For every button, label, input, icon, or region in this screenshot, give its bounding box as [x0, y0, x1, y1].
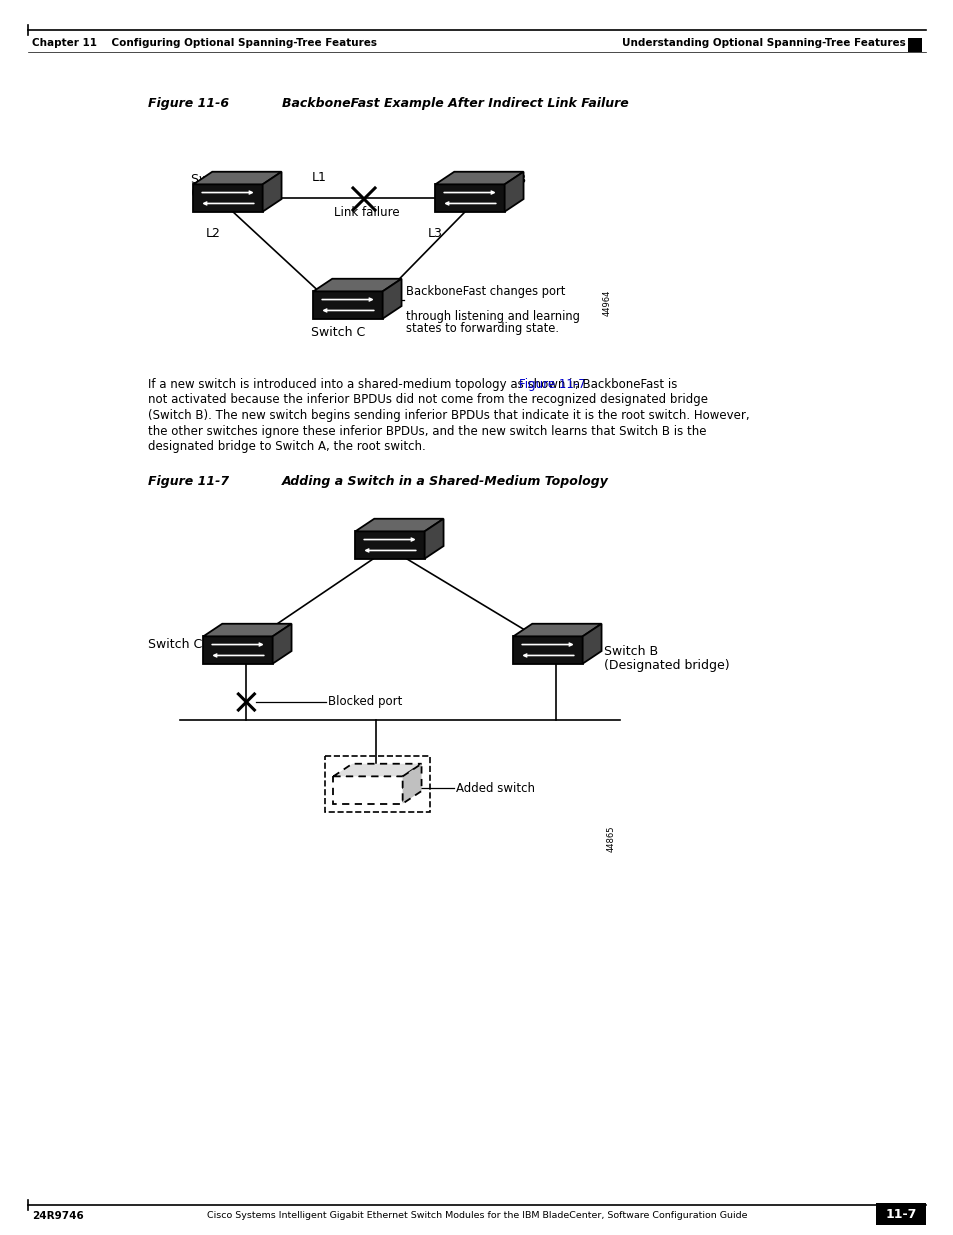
- Text: L2: L2: [206, 227, 221, 240]
- Polygon shape: [513, 636, 582, 663]
- Polygon shape: [273, 624, 292, 663]
- Text: Switch C: Switch C: [148, 638, 202, 652]
- Polygon shape: [193, 172, 281, 184]
- Text: (Switch B). The new switch begins sending inferior BPDUs that indicate it is the: (Switch B). The new switch begins sendin…: [148, 409, 749, 422]
- Text: BackboneFast changes port: BackboneFast changes port: [405, 285, 564, 298]
- Polygon shape: [382, 279, 401, 319]
- Text: Understanding Optional Spanning-Tree Features: Understanding Optional Spanning-Tree Fea…: [621, 38, 905, 48]
- Text: Cisco Systems Intelligent Gigabit Ethernet Switch Modules for the IBM BladeCente: Cisco Systems Intelligent Gigabit Ethern…: [207, 1212, 746, 1220]
- Bar: [875, 1203, 925, 1225]
- Polygon shape: [262, 172, 281, 211]
- Text: Chapter 11    Configuring Optional Spanning-Tree Features: Chapter 11 Configuring Optional Spanning…: [32, 38, 376, 48]
- Polygon shape: [504, 172, 523, 211]
- Text: Switch B: Switch B: [472, 173, 525, 185]
- Polygon shape: [424, 519, 443, 558]
- Text: Switch B: Switch B: [603, 645, 658, 658]
- Polygon shape: [355, 519, 443, 531]
- Text: L1: L1: [312, 170, 327, 184]
- Text: If a new switch is introduced into a shared-medium topology as shown in: If a new switch is introduced into a sha…: [148, 378, 583, 391]
- Polygon shape: [193, 184, 262, 211]
- Text: 11-7: 11-7: [884, 1208, 916, 1220]
- Polygon shape: [355, 531, 424, 558]
- Polygon shape: [313, 279, 401, 291]
- Polygon shape: [333, 777, 402, 804]
- Text: Adding a Switch in a Shared-Medium Topology: Adding a Switch in a Shared-Medium Topol…: [282, 475, 608, 488]
- Text: BackboneFast Example After Indirect Link Failure: BackboneFast Example After Indirect Link…: [282, 98, 628, 110]
- Polygon shape: [203, 636, 273, 663]
- Text: 44964: 44964: [602, 290, 612, 316]
- Text: not activated because the inferior BPDUs did not come from the recognized design: not activated because the inferior BPDUs…: [148, 394, 707, 406]
- Polygon shape: [513, 624, 601, 636]
- Text: Figure 11-6: Figure 11-6: [148, 98, 229, 110]
- Text: (Root): (Root): [191, 186, 229, 200]
- Polygon shape: [333, 763, 421, 777]
- Text: Link failure: Link failure: [334, 206, 399, 219]
- Text: Switch C: Switch C: [311, 326, 365, 338]
- Text: (Root): (Root): [379, 532, 417, 545]
- Text: states to forwarding state.: states to forwarding state.: [405, 322, 558, 335]
- Polygon shape: [402, 763, 421, 804]
- Text: Switch A: Switch A: [191, 173, 245, 185]
- Text: designated bridge to Switch A, the root switch.: designated bridge to Switch A, the root …: [148, 440, 425, 453]
- Polygon shape: [203, 624, 292, 636]
- Text: , BackboneFast is: , BackboneFast is: [575, 378, 678, 391]
- Bar: [907, 38, 921, 52]
- Text: Figure 11-7: Figure 11-7: [148, 475, 229, 488]
- Text: Switch A: Switch A: [379, 517, 434, 531]
- Text: through listening and learning: through listening and learning: [405, 310, 579, 324]
- Polygon shape: [582, 624, 601, 663]
- Text: 44865: 44865: [606, 825, 616, 851]
- Text: Added switch: Added switch: [456, 782, 535, 794]
- Text: 24R9746: 24R9746: [32, 1212, 84, 1221]
- Text: Blocked port: Blocked port: [328, 695, 402, 709]
- Text: the other switches ignore these inferior BPDUs, and the new switch learns that S: the other switches ignore these inferior…: [148, 425, 706, 437]
- Text: (Designated bridge): (Designated bridge): [603, 659, 729, 672]
- Polygon shape: [313, 291, 382, 319]
- Text: L3: L3: [428, 227, 442, 240]
- Text: Figure 11-7: Figure 11-7: [518, 378, 585, 391]
- Polygon shape: [435, 184, 504, 211]
- Polygon shape: [435, 172, 523, 184]
